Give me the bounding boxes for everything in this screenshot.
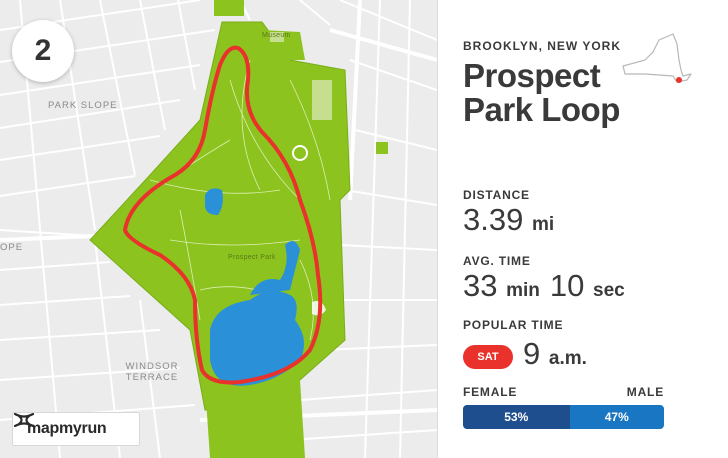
distance-number: 3.39 (463, 202, 524, 237)
distance-unit: mi (531, 214, 555, 235)
poi-label-lake: Prospect Park (228, 254, 276, 261)
popular-time-unit: a.m. (548, 348, 587, 369)
brand-name: mapmyrun (27, 420, 107, 437)
avg-time-label: AVG. TIME (463, 254, 531, 268)
popular-time-value: 9 a.m. (523, 336, 587, 374)
mapmyrun-brand[interactable]: mapmyrun (12, 412, 140, 446)
female-label: FEMALE (463, 385, 518, 399)
route-path (123, 45, 323, 385)
avg-time-seconds-unit: sec (593, 280, 625, 301)
distance-label: DISTANCE (463, 188, 530, 202)
gender-split-bar: 53% 47% (463, 405, 664, 429)
rank-badge: 2 (12, 20, 74, 82)
route-map[interactable]: 2 PARK SLOPE OPE WINDSOR TERRACE Museum … (0, 0, 437, 458)
popular-time-number: 9 (523, 336, 541, 371)
gender-labels: FEMALE MALE (463, 385, 664, 399)
route-location: BROOKLYN, NEW YORK (463, 39, 622, 53)
neighborhood-label-ope: OPE (0, 242, 24, 253)
male-share-segment: 47% (569, 405, 664, 429)
route-title: Prospect Park Loop (463, 59, 620, 127)
panel-divider (437, 0, 438, 458)
popular-day-badge: SAT (463, 344, 513, 369)
avg-time-minutes-unit: min (506, 280, 540, 301)
distance-value: 3.39 mi (463, 204, 554, 241)
male-label: MALE (626, 385, 664, 399)
map-canvas (0, 0, 437, 458)
avg-time-minutes: 33 (463, 268, 498, 303)
new-york-state-outline-icon (622, 33, 692, 83)
route-info-panel: BROOKLYN, NEW YORK Prospect Park Loop DI… (463, 0, 713, 458)
popular-time-label: POPULAR TIME (463, 318, 564, 332)
female-share-segment: 53% (463, 405, 570, 429)
under-armour-logo-icon (13, 413, 35, 427)
popular-time-row: SAT 9 a.m. (463, 336, 587, 374)
route-title-line2: Park Loop (463, 91, 620, 128)
route-title-line1: Prospect (463, 57, 601, 94)
poi-label-museum: Museum (262, 32, 291, 39)
neighborhood-label-park-slope: PARK SLOPE (48, 100, 118, 111)
neighborhood-label-windsor-terrace: WINDSOR TERRACE (125, 361, 179, 383)
avg-time-seconds: 10 (549, 268, 585, 303)
avg-time-value: 33 min 10 sec (463, 270, 625, 307)
